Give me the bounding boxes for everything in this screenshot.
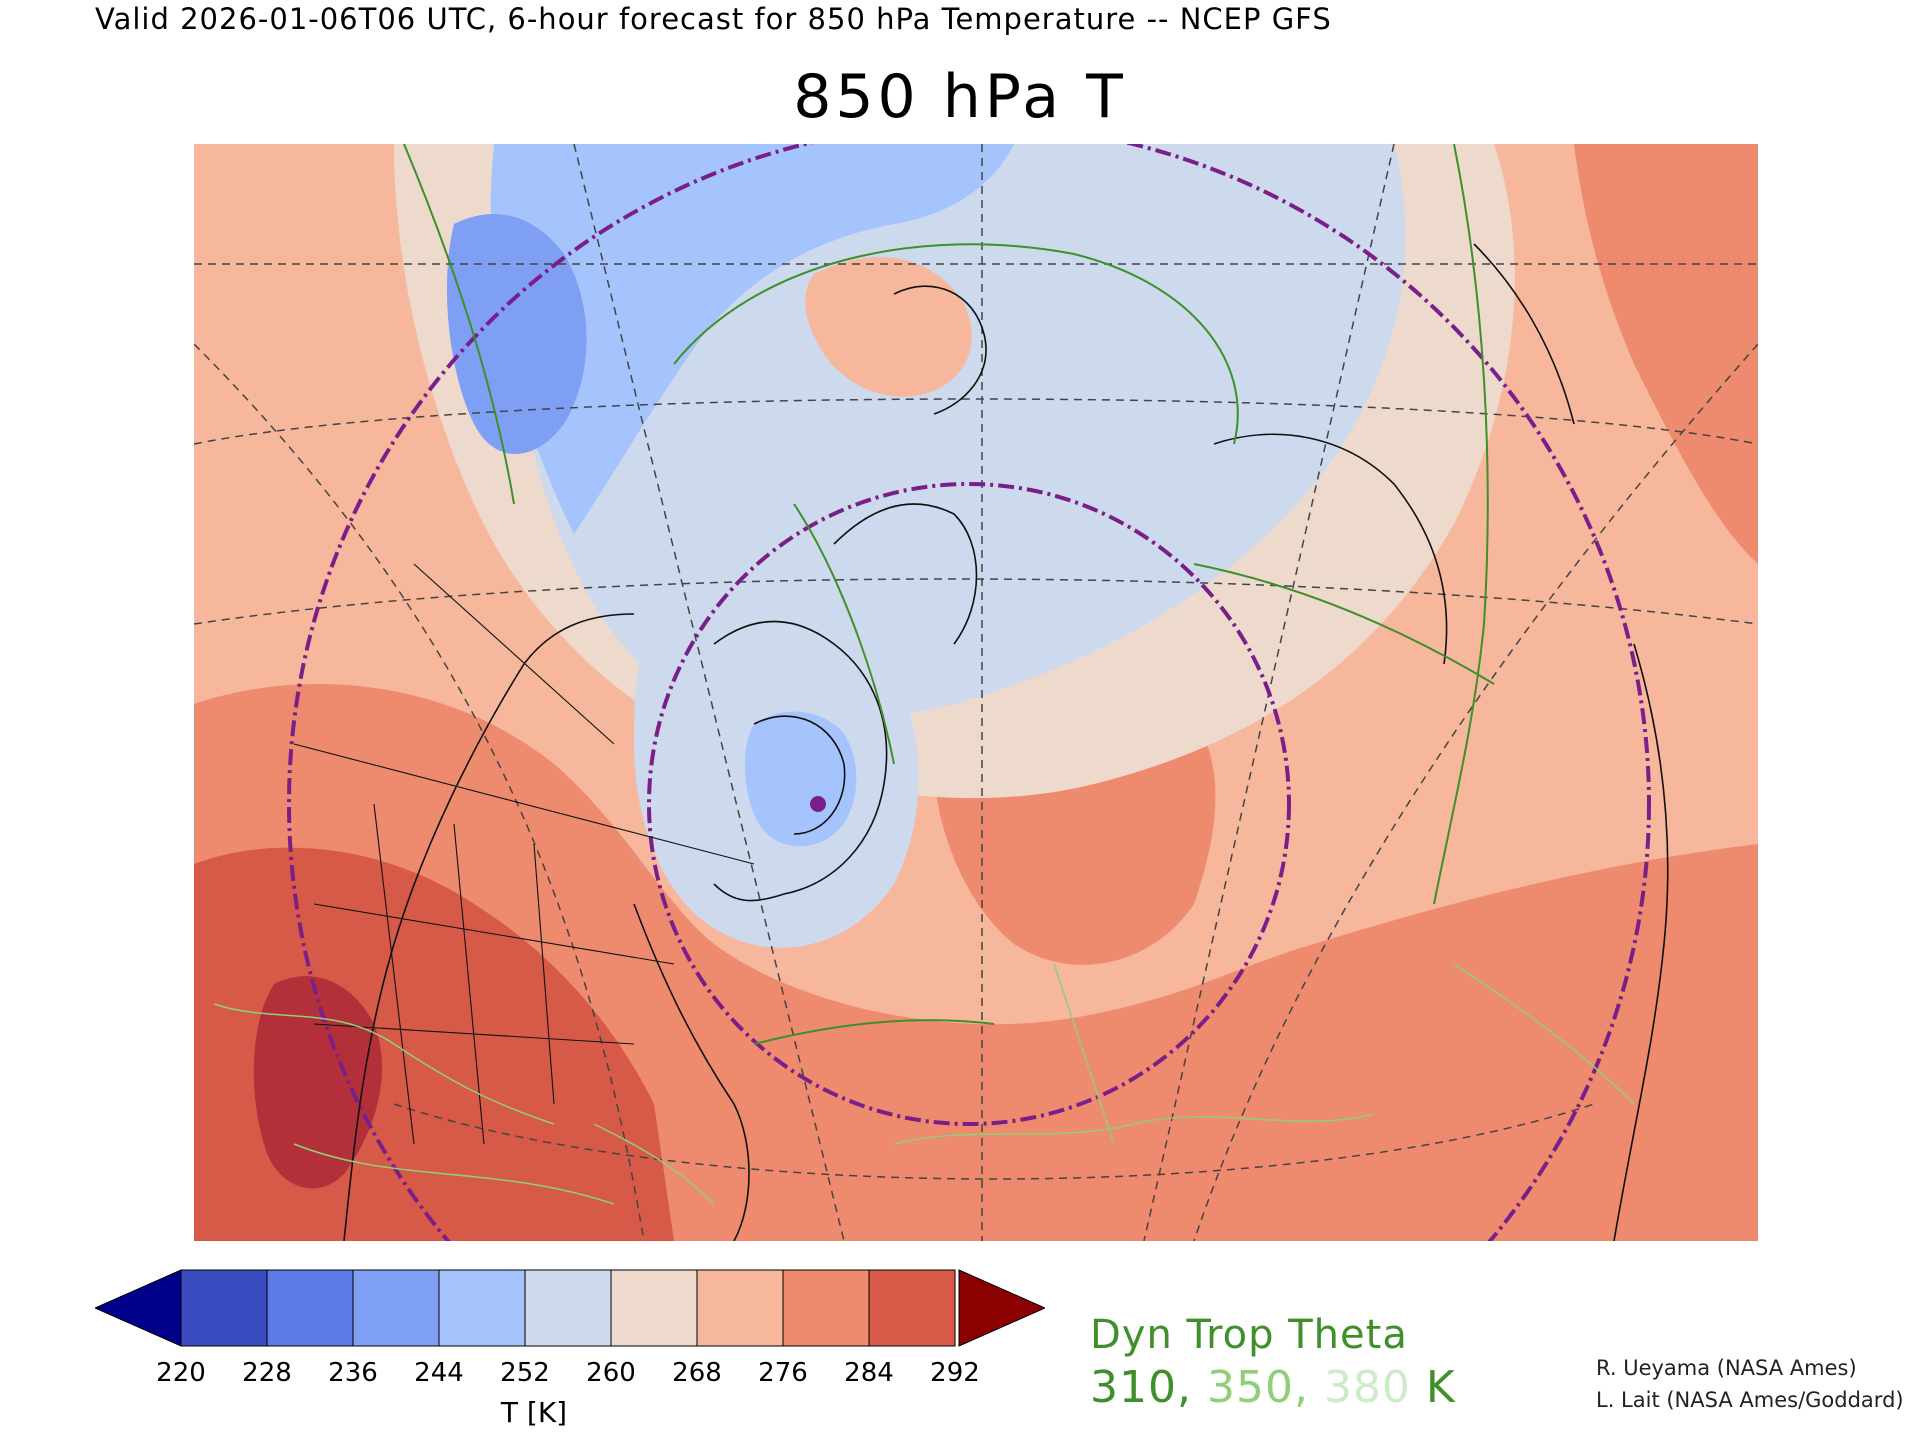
range-rings xyxy=(287,144,1651,1241)
temperature-map xyxy=(194,144,1758,1241)
credits: R. Ueyama (NASA Ames) L. Lait (NASA Ames… xyxy=(1596,1352,1904,1416)
coldest-field-yukon xyxy=(446,214,587,454)
contours-310K xyxy=(403,144,1495,1045)
colorbar-bin xyxy=(610,1269,698,1347)
warm-tongue-arctic xyxy=(805,257,972,397)
colorbar-bin xyxy=(180,1269,268,1347)
legend-separator: , xyxy=(1176,1362,1207,1413)
colorbar-bin xyxy=(524,1269,612,1347)
colorbar-bin xyxy=(266,1269,354,1347)
hot-field-core xyxy=(253,976,383,1189)
colorbar-bin xyxy=(696,1269,784,1347)
state-borders xyxy=(293,563,755,1145)
legend-values: 310, 350, 380 K xyxy=(1090,1362,1456,1413)
colorbar-tick-label: 268 xyxy=(672,1358,722,1388)
colorbar-bin xyxy=(438,1269,526,1347)
colorbar-tick-label: 292 xyxy=(930,1358,980,1388)
colorbar-bin xyxy=(782,1269,870,1347)
legend-value-350: 350 xyxy=(1206,1362,1294,1413)
colorbar-tick-label: 276 xyxy=(758,1358,808,1388)
colorbar-below-arrow xyxy=(95,1269,182,1347)
colorbar-units-label: T [K] xyxy=(500,1396,568,1429)
colorbar-tick-label: 284 xyxy=(844,1358,894,1388)
colorbar-bin xyxy=(868,1269,956,1347)
legend-title: Dyn Trop Theta xyxy=(1090,1312,1408,1358)
colorbar-above-arrow xyxy=(958,1269,1045,1347)
colorbar-tick-label: 220 xyxy=(156,1358,206,1388)
range-ring-inner xyxy=(647,482,1291,1126)
warm-field-east xyxy=(1574,144,1758,564)
colorbar-bin xyxy=(352,1269,440,1347)
credit-line-2: L. Lait (NASA Ames/Goddard) xyxy=(1596,1388,1904,1412)
contours-350K xyxy=(213,963,1635,1205)
colorbar-tick-label: 260 xyxy=(586,1358,636,1388)
location-marker xyxy=(810,796,826,812)
colorbar-tick-label: 252 xyxy=(500,1358,550,1388)
legend-value-380: 380 xyxy=(1323,1362,1411,1413)
credit-line-1: R. Ueyama (NASA Ames) xyxy=(1596,1356,1857,1380)
colorbar-tick-label: 236 xyxy=(328,1358,378,1388)
legend-unit: K xyxy=(1410,1362,1456,1413)
graticule xyxy=(194,144,1758,1241)
range-ring-outer xyxy=(287,144,1651,1241)
colorbar xyxy=(95,1269,1045,1347)
colorbar-tick-label: 228 xyxy=(242,1358,292,1388)
colorbar-tick-labels: 220 228 236 244 252 260 268 276 284 292 xyxy=(0,1358,1920,1398)
colorbar-tick-label: 244 xyxy=(414,1358,464,1388)
colder-field-hudson xyxy=(744,711,857,847)
legend-value-310: 310 xyxy=(1090,1362,1177,1413)
map-title: 850 hPa T xyxy=(793,62,1127,132)
coastlines xyxy=(343,243,1669,1241)
forecast-valid-line: Valid 2026-01-06T06 UTC, 6-hour forecast… xyxy=(95,2,1332,36)
legend-separator: , xyxy=(1293,1362,1324,1413)
colder-field-arctic xyxy=(490,144,1015,534)
